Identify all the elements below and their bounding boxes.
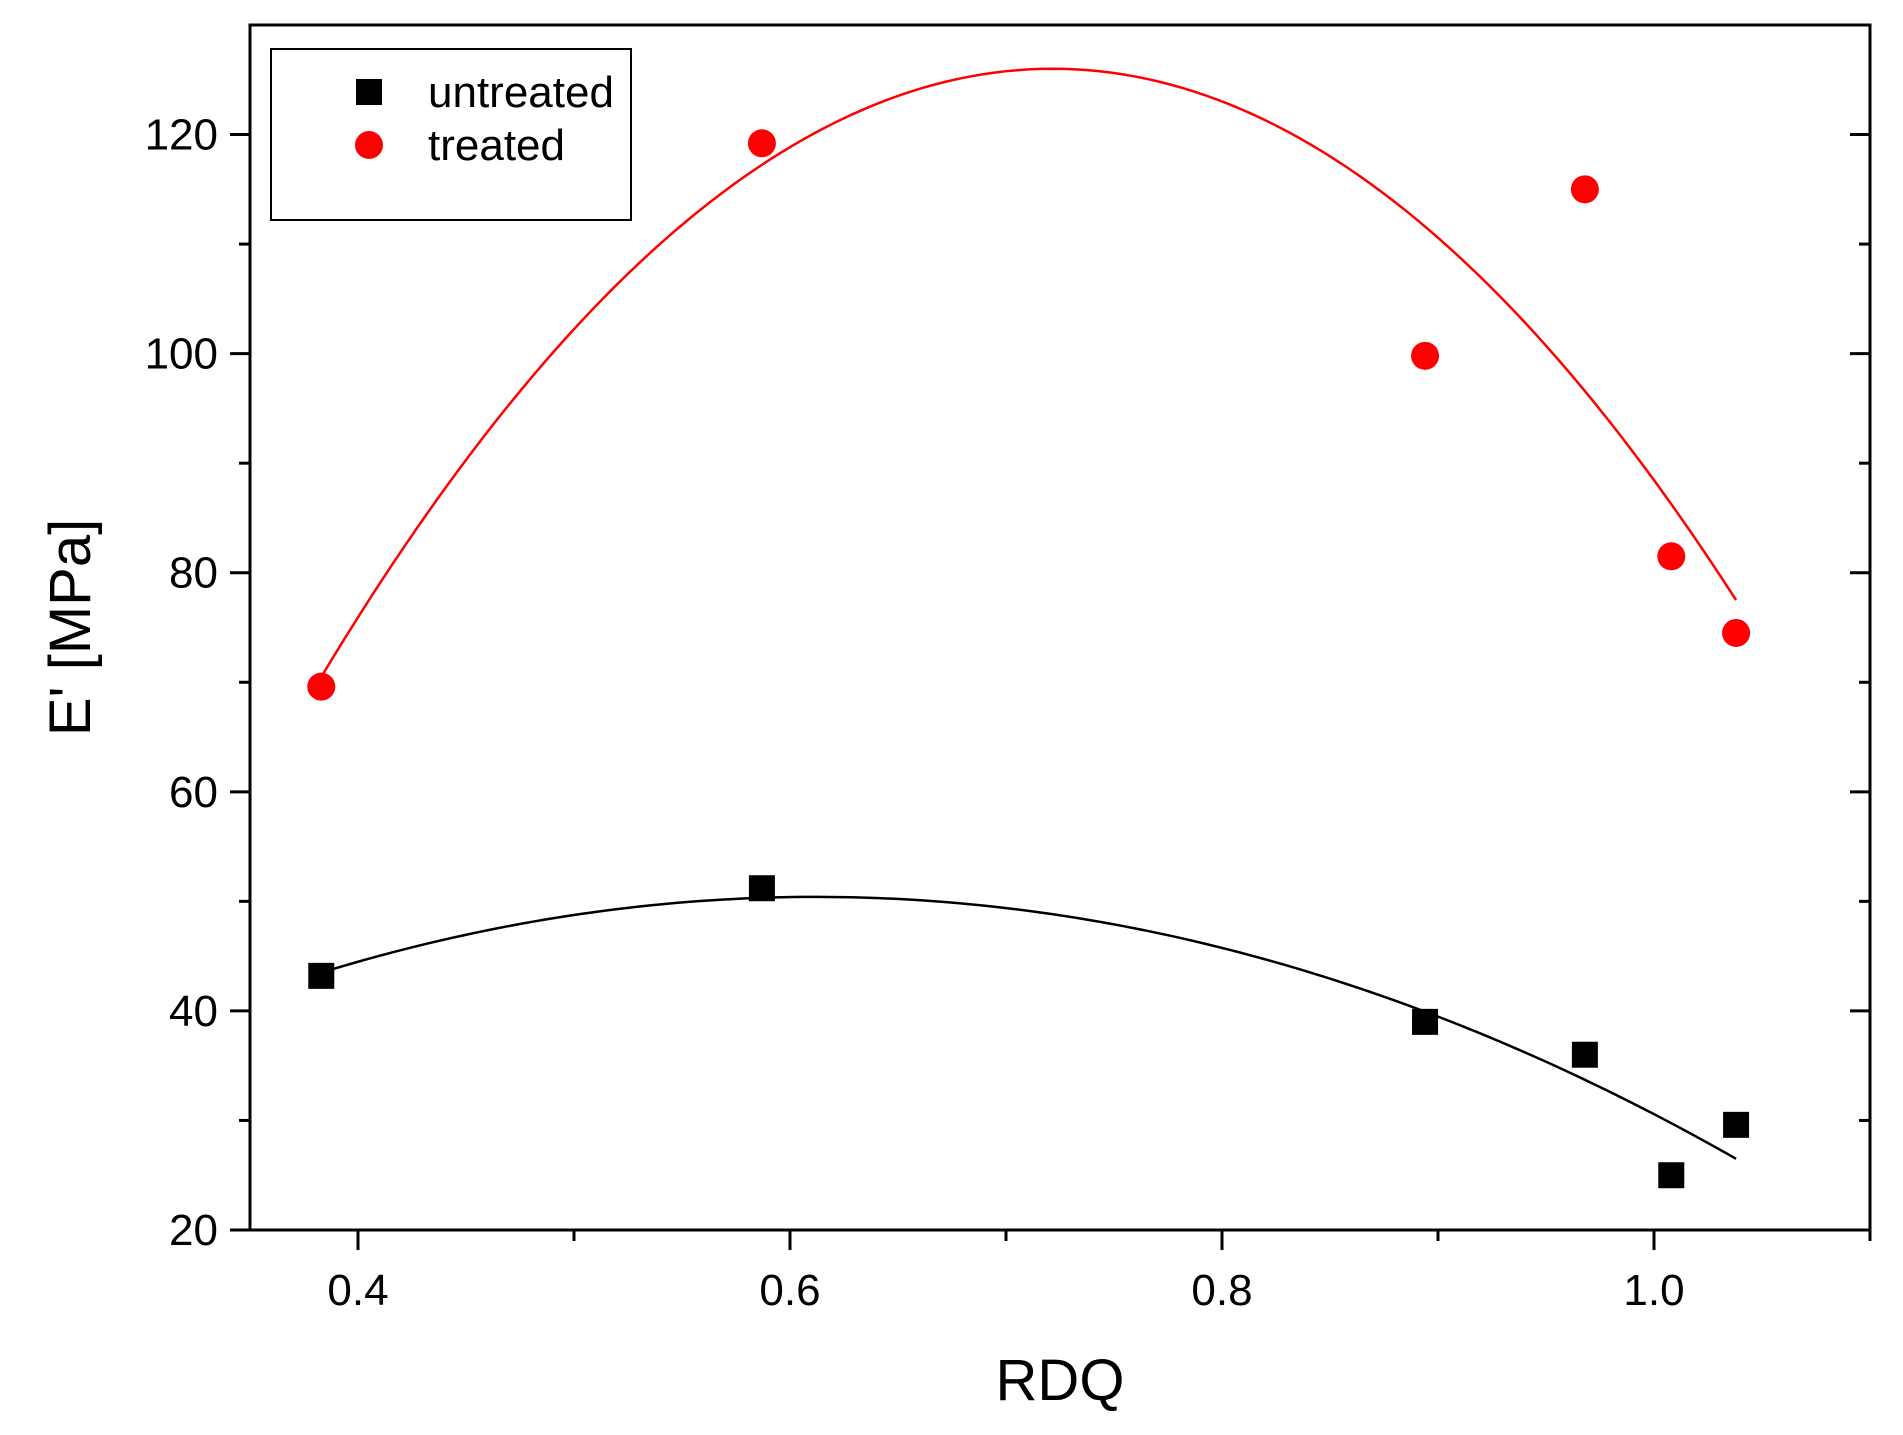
axis-ticks: 0.4 0.6 0.8 1.0 20 40 60 80 100 120 — [145, 111, 1872, 1315]
fit-curves — [320, 67, 1738, 1160]
data-point-treated — [1570, 175, 1599, 204]
data-point-treated — [307, 672, 336, 701]
fit-curve-untreated — [320, 895, 1737, 1160]
data-points — [307, 129, 1751, 1189]
y-axis-title: E' [MPa] — [38, 519, 103, 736]
y-tick-label: 120 — [145, 111, 218, 160]
y-tick-label: 80 — [169, 549, 218, 598]
legend-marker-untreated — [356, 79, 382, 105]
x-axis-title: RDQ — [996, 1348, 1125, 1413]
plot-frame — [248, 23, 1872, 1232]
y-tick-label: 20 — [169, 1206, 218, 1255]
data-point-untreated — [1571, 1041, 1598, 1068]
data-point-untreated — [1658, 1162, 1685, 1189]
legend-marker-treated — [355, 131, 383, 159]
data-point-treated — [1411, 341, 1440, 370]
data-point-untreated — [1412, 1008, 1439, 1035]
y-tick-label: 60 — [169, 768, 218, 817]
y-tick-label: 40 — [169, 987, 218, 1036]
fit-curve-treated — [320, 67, 1738, 678]
legend-label-treated: treated — [428, 121, 565, 170]
data-point-untreated — [1723, 1111, 1750, 1138]
data-point-treated — [747, 129, 776, 158]
data-point-treated — [1722, 618, 1751, 647]
x-tick-label: 0.6 — [759, 1266, 820, 1315]
data-point-untreated — [748, 875, 775, 902]
data-point-treated — [1657, 542, 1686, 571]
x-tick-label: 1.0 — [1623, 1266, 1684, 1315]
legend-label-untreated: untreated — [428, 68, 614, 117]
x-tick-label: 0.8 — [1191, 1266, 1252, 1315]
data-point-untreated — [308, 962, 335, 989]
y-tick-label: 100 — [145, 330, 218, 379]
legend-box — [270, 48, 632, 221]
x-tick-label: 0.4 — [327, 1266, 388, 1315]
